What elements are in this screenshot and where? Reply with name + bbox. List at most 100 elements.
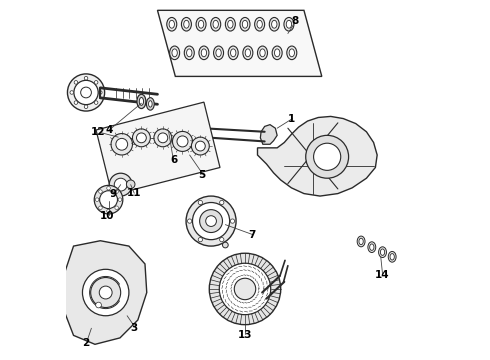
Circle shape [111,134,132,155]
Text: 2: 2 [82,338,90,347]
Circle shape [222,242,228,248]
Circle shape [99,286,112,299]
Ellipse shape [255,18,265,31]
Circle shape [172,131,193,152]
Circle shape [68,74,104,111]
Circle shape [74,80,98,105]
Ellipse shape [243,20,247,28]
Circle shape [206,216,217,226]
Ellipse shape [163,131,173,145]
Ellipse shape [286,20,292,28]
Circle shape [109,173,132,196]
Circle shape [230,219,235,223]
Circle shape [132,129,150,147]
Circle shape [186,196,236,246]
Polygon shape [258,116,377,196]
Text: 11: 11 [127,188,142,198]
Circle shape [196,141,205,151]
Ellipse shape [258,46,268,60]
Circle shape [70,91,74,94]
Circle shape [234,278,256,300]
Circle shape [198,238,202,242]
Ellipse shape [272,46,282,60]
Ellipse shape [148,101,152,107]
Polygon shape [157,10,322,76]
Ellipse shape [240,18,250,31]
Ellipse shape [169,20,174,28]
Ellipse shape [137,94,146,109]
Ellipse shape [284,18,294,31]
Ellipse shape [187,49,192,57]
Ellipse shape [185,135,194,148]
Ellipse shape [139,98,144,105]
Ellipse shape [172,49,177,57]
Circle shape [118,198,122,202]
Ellipse shape [167,18,177,31]
Polygon shape [260,125,277,144]
Text: 12: 12 [91,127,106,137]
Circle shape [98,206,102,210]
Ellipse shape [184,20,189,28]
Ellipse shape [214,46,223,60]
Text: 3: 3 [131,323,138,333]
Circle shape [116,138,128,150]
Ellipse shape [199,46,209,60]
Circle shape [314,143,341,170]
Circle shape [220,238,224,242]
Circle shape [220,263,270,315]
Circle shape [107,186,110,190]
Circle shape [137,133,147,143]
Polygon shape [96,102,220,195]
Text: 10: 10 [100,211,115,221]
Ellipse shape [369,244,374,250]
Ellipse shape [390,253,394,260]
Ellipse shape [245,49,250,57]
Text: 8: 8 [292,16,298,26]
Circle shape [193,203,230,240]
Circle shape [98,91,102,94]
Ellipse shape [243,46,253,60]
Ellipse shape [260,49,265,57]
Circle shape [94,185,123,214]
Ellipse shape [357,236,365,247]
Polygon shape [65,241,147,344]
Ellipse shape [270,18,279,31]
Circle shape [154,129,172,147]
Circle shape [91,278,121,307]
Circle shape [84,105,88,109]
Text: 14: 14 [375,270,390,280]
Text: 7: 7 [248,230,256,240]
Circle shape [199,210,222,233]
Circle shape [192,137,209,155]
Ellipse shape [147,98,154,110]
Circle shape [95,81,98,84]
Circle shape [95,101,98,104]
Circle shape [96,302,101,308]
Circle shape [74,101,78,104]
Circle shape [96,198,99,202]
Circle shape [126,180,135,189]
Ellipse shape [379,247,387,257]
Ellipse shape [380,249,385,255]
Ellipse shape [170,46,180,60]
Circle shape [209,253,281,325]
Circle shape [74,81,78,84]
Ellipse shape [198,20,204,28]
Text: 13: 13 [238,330,252,341]
Ellipse shape [178,141,191,158]
Circle shape [115,190,119,193]
Text: 9: 9 [109,189,117,199]
Ellipse shape [368,242,376,252]
Ellipse shape [211,18,220,31]
Circle shape [198,201,202,205]
Circle shape [220,201,224,205]
Text: 6: 6 [170,156,177,165]
Circle shape [114,178,127,191]
Ellipse shape [359,238,363,245]
Text: 1: 1 [288,114,295,124]
Text: 5: 5 [198,170,206,180]
Ellipse shape [225,18,235,31]
Circle shape [306,135,348,178]
Text: 4: 4 [105,125,113,135]
Circle shape [188,219,192,223]
